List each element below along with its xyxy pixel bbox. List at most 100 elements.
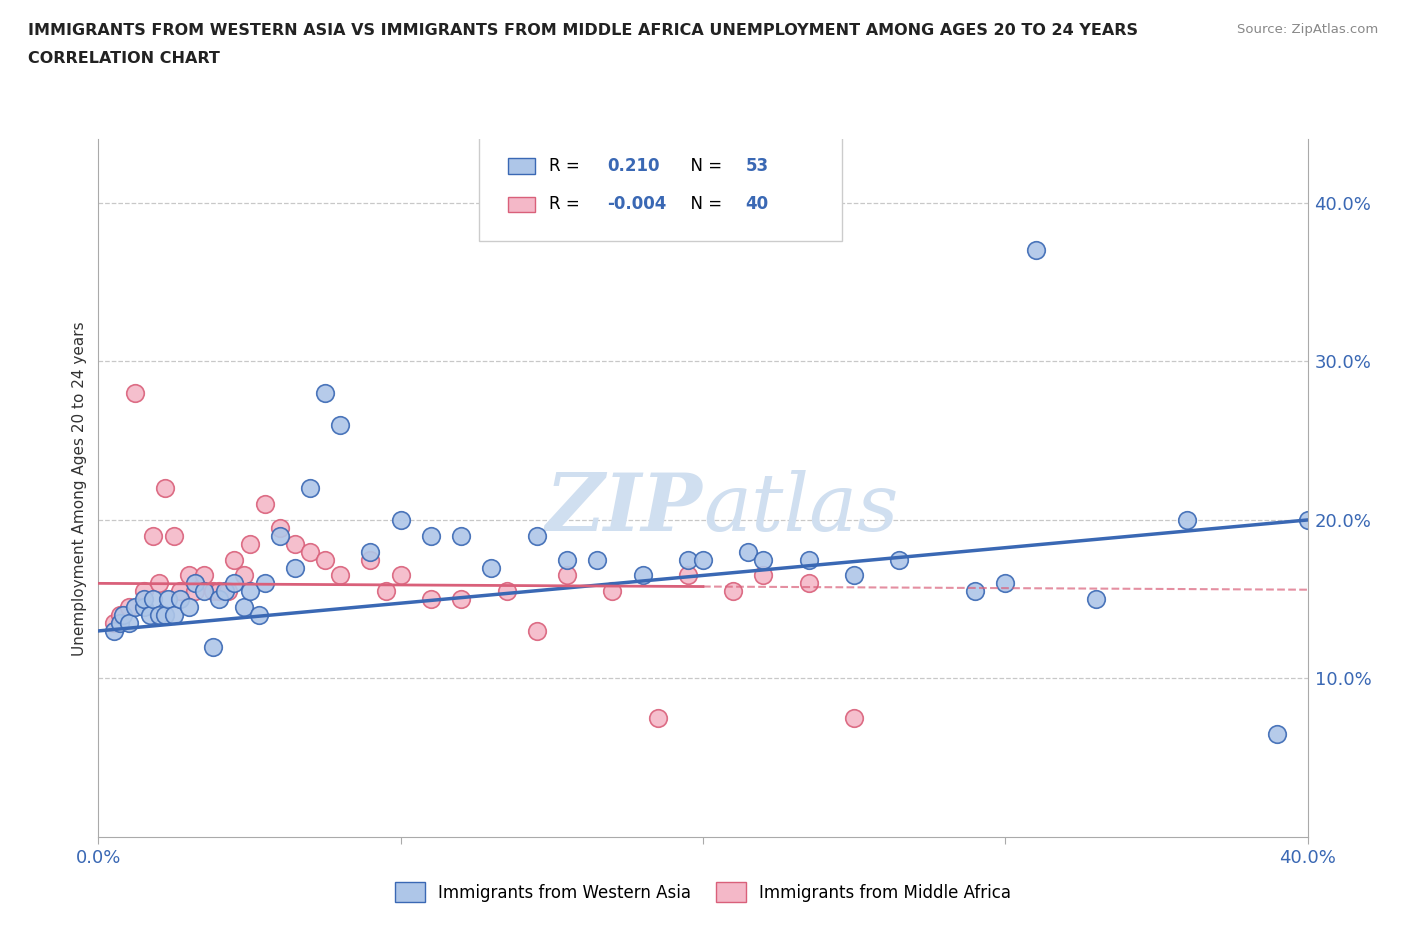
Point (555, 552, 578, 567)
Point (555, 568, 578, 583)
Point (450, 591, 472, 606)
Point (965, 584, 987, 599)
Point (132, 591, 155, 606)
Point (1296, 512, 1319, 527)
Point (202, 584, 225, 599)
Point (844, 568, 866, 583)
Point (360, 552, 382, 567)
Point (118, 600, 141, 615)
Point (142, 528, 165, 543)
Point (132, 600, 155, 615)
Point (420, 528, 443, 543)
Point (299, 481, 322, 496)
Text: -0.004: -0.004 (607, 195, 666, 213)
Point (163, 607, 186, 622)
Point (118, 616, 141, 631)
Point (284, 560, 307, 575)
Point (481, 560, 503, 575)
Point (179, 568, 201, 583)
Point (217, 584, 239, 599)
Text: ZIP: ZIP (546, 471, 703, 548)
Point (148, 576, 170, 591)
Point (797, 576, 820, 591)
Point (139, 607, 162, 622)
FancyBboxPatch shape (509, 197, 534, 212)
Text: atlas: atlas (703, 471, 898, 548)
Point (692, 552, 714, 567)
Point (142, 591, 165, 606)
Text: 0.210: 0.210 (607, 157, 659, 175)
Point (284, 537, 307, 551)
Point (239, 584, 262, 599)
Text: Source: ZipAtlas.com: Source: ZipAtlas.com (1237, 23, 1378, 36)
Point (797, 552, 820, 567)
Point (103, 623, 125, 638)
Point (889, 552, 911, 567)
Text: IMMIGRANTS FROM WESTERN ASIA VS IMMIGRANTS FROM MIDDLE AFRICA UNEMPLOYMENT AMONG: IMMIGRANTS FROM WESTERN ASIA VS IMMIGRAN… (28, 23, 1137, 38)
Text: R =: R = (550, 195, 585, 213)
Point (214, 584, 236, 599)
Point (420, 591, 443, 606)
Point (208, 584, 231, 599)
Point (253, 576, 276, 591)
Point (269, 528, 291, 543)
FancyBboxPatch shape (479, 136, 842, 241)
Point (844, 711, 866, 725)
Point (247, 607, 270, 622)
Point (108, 616, 131, 631)
Text: N =: N = (681, 157, 727, 175)
FancyBboxPatch shape (509, 158, 534, 174)
Point (202, 639, 225, 654)
Point (526, 623, 548, 638)
Point (752, 568, 775, 583)
Point (1085, 591, 1108, 606)
Point (153, 481, 176, 496)
Point (723, 584, 745, 599)
Point (676, 552, 699, 567)
Text: R =: R = (550, 157, 585, 175)
Point (148, 607, 170, 622)
Point (169, 584, 191, 599)
Point (169, 591, 191, 606)
Point (647, 711, 669, 725)
Point (586, 552, 609, 567)
Point (329, 418, 352, 432)
Point (299, 544, 322, 559)
Text: 53: 53 (745, 157, 769, 175)
Point (208, 591, 231, 606)
Point (124, 386, 146, 401)
Point (495, 584, 517, 599)
Point (676, 568, 699, 583)
Point (1267, 726, 1289, 741)
Point (389, 568, 412, 583)
Point (239, 537, 262, 551)
Point (994, 576, 1017, 591)
Point (193, 568, 215, 583)
Point (232, 568, 254, 583)
Point (184, 576, 207, 591)
Point (179, 600, 201, 615)
Point (156, 591, 179, 606)
Point (314, 386, 336, 401)
Point (389, 512, 412, 527)
Point (374, 584, 396, 599)
Point (1175, 512, 1198, 527)
Point (108, 607, 131, 622)
Point (450, 528, 472, 543)
Point (193, 584, 215, 599)
Point (602, 584, 624, 599)
Y-axis label: Unemployment Among Ages 20 to 24 years: Unemployment Among Ages 20 to 24 years (72, 321, 87, 656)
Point (153, 607, 176, 622)
Point (224, 552, 246, 567)
Point (631, 568, 654, 583)
Point (526, 528, 548, 543)
Point (232, 600, 254, 615)
Point (1024, 243, 1046, 258)
Point (329, 568, 352, 583)
Point (752, 552, 775, 567)
Point (163, 528, 186, 543)
Point (103, 616, 125, 631)
Point (124, 600, 146, 615)
Point (360, 544, 382, 559)
Point (184, 584, 207, 599)
